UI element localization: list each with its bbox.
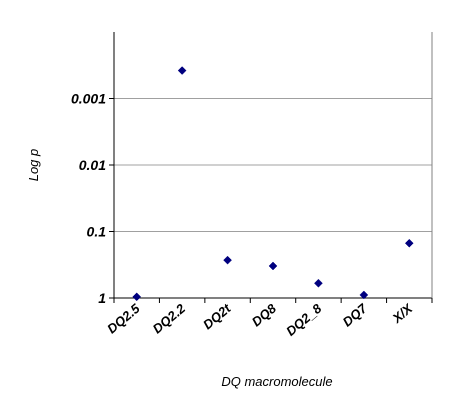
x-tick-label: DQ2.2 <box>150 300 189 336</box>
data-point-dq2t <box>223 255 232 265</box>
x-axis-title: DQ macromolecule <box>221 374 332 389</box>
y-tick-label: 1 <box>98 290 106 306</box>
x-tick-label: DQ2_8 <box>283 300 325 338</box>
x-tick-label: DQ8 <box>249 300 280 329</box>
y-axis-title: Log p <box>26 149 41 182</box>
data-point-dq8 <box>268 261 278 271</box>
data-point-dq2-2 <box>177 66 187 75</box>
axes <box>113 32 433 299</box>
x-tick-label: DQ2.5 <box>104 300 143 336</box>
x-tick-label: DQ2t <box>200 300 234 332</box>
data-point-dq2-8 <box>314 278 323 288</box>
y-tick-label: 0.001 <box>71 91 106 107</box>
data-points <box>132 66 414 302</box>
data-point-dq2-5 <box>132 292 142 302</box>
y-tick-label: 0.01 <box>79 157 106 173</box>
x-tick-label: DQ7 <box>340 300 371 329</box>
data-point-x-x <box>404 238 414 248</box>
data-point-dq7 <box>359 290 369 300</box>
y-tick-label: 0.1 <box>87 224 107 240</box>
y-tick-labels: 0.001 0.01 0.1 1 <box>71 91 106 307</box>
x-tick-label: X/X <box>389 300 416 326</box>
grid-lines <box>109 98 433 303</box>
x-tick-labels: DQ2.5 DQ2.2 DQ2t DQ8 DQ2_8 DQ7 X/X <box>104 300 416 339</box>
